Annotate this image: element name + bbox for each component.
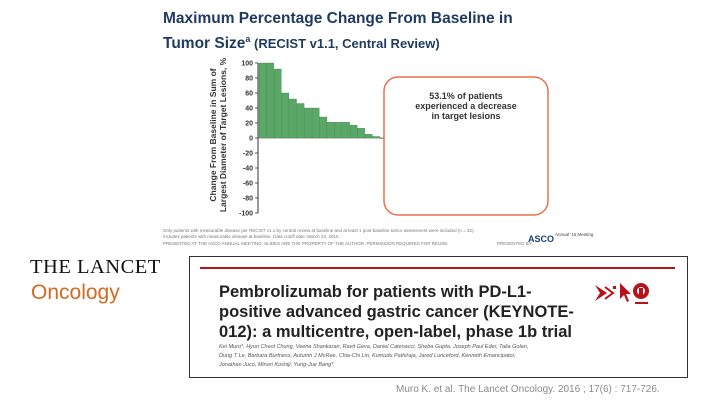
paper-header-rule (200, 267, 675, 269)
bar (311, 107, 320, 139)
paper-authors: Kei Muro*, Hyun Cheol Chung, Veena Shank… (219, 344, 529, 368)
annotation-line1: 53.1% of patients (429, 91, 503, 101)
bar (319, 116, 327, 139)
chart-title-main: Tumor Size (163, 35, 246, 53)
y-tick-label: 40 (245, 106, 253, 113)
footnote-line3: PRESENTED AT THE ASCO ANNUAL MEETING. SL… (163, 241, 449, 246)
cursor-icon (620, 283, 631, 302)
waterfall-chart: Change From Baseline in Sum of Largest D… (208, 57, 549, 218)
y-axis-label-line1: Change From Baseline in Sum of (208, 68, 218, 201)
presented-by-label: PRESENTED BY: (497, 241, 533, 246)
paper-header-card: Pembrolizumab for patients with PD-L1-po… (189, 256, 688, 378)
y-tick-label: -80 (243, 196, 253, 203)
journal-name-top: THE LANCET (30, 256, 161, 278)
y-tick-label: 20 (245, 121, 253, 128)
footnote-line1: Only patients with measurable disease pe… (163, 228, 475, 233)
bar (327, 122, 335, 139)
annotation-box (383, 76, 549, 216)
bar (349, 125, 358, 139)
footnote-line2: Includes patients with measurable diseas… (163, 234, 340, 239)
bar (274, 68, 282, 139)
bar (342, 122, 350, 139)
y-tick-label: 0 (249, 136, 253, 143)
bar (304, 107, 312, 139)
y-tick-label: -60 (243, 181, 253, 188)
citation-text: Muro K. et al. The Lancet Oncology. 2016… (396, 384, 660, 395)
asco-meeting-label: Annual '15 Meeting (555, 232, 594, 237)
y-tick-label: -20 (243, 151, 253, 158)
bar (258, 62, 267, 139)
asco-logo: ASCO (528, 234, 555, 244)
y-tick-label: 60 (245, 91, 253, 98)
bar (365, 134, 373, 139)
annotation-line3: in target lesions (431, 111, 500, 121)
annotation-line2: experienced a decrease (415, 101, 517, 111)
bar (372, 136, 381, 139)
chart-title-line1: Maximum Percentage Change From Baseline … (163, 10, 513, 27)
y-tick-label: -40 (243, 166, 253, 173)
journal-badges (595, 283, 649, 304)
bar (334, 122, 343, 139)
journal-name-bottom: Oncology (31, 281, 120, 304)
chart-title: Maximum Percentage Change From Baseline … (163, 9, 583, 54)
bar (296, 103, 305, 139)
y-tick-label: 80 (245, 76, 253, 83)
bar (266, 62, 274, 139)
chart-title-superscript: a (245, 34, 251, 44)
y-axis-label-line2: Largest Diameter of Target Lesions, % (218, 57, 228, 212)
bar (357, 128, 365, 139)
y-tick-label: 100 (241, 61, 253, 68)
paper-title: Pembrolizumab for patients with PD-L1-po… (219, 283, 574, 341)
chart-title-line2: Tumor Sizea (RECIST v1.1, Central Review… (163, 29, 583, 54)
open-access-icon (633, 283, 649, 304)
bar (281, 92, 290, 139)
bar (289, 98, 297, 139)
chart-title-subtitle: (RECIST v1.1, Central Review) (250, 36, 440, 52)
crossmark-icon (595, 285, 616, 301)
y-tick-label: -100 (239, 211, 253, 218)
